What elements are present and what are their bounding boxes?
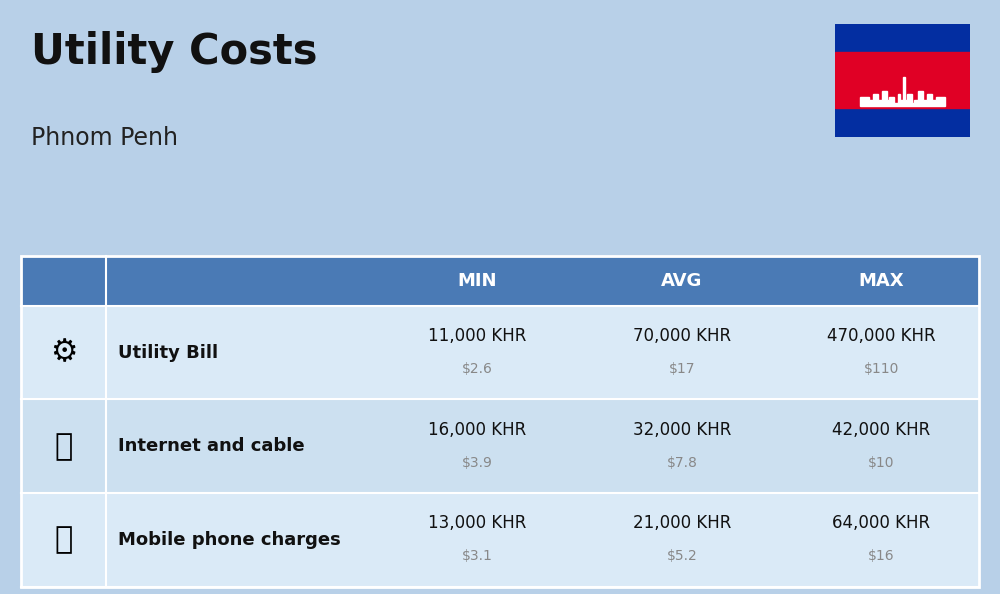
- Bar: [835, 52, 970, 108]
- FancyBboxPatch shape: [21, 400, 106, 493]
- Text: AVG: AVG: [661, 271, 703, 290]
- Text: 📶: 📶: [55, 432, 73, 461]
- Text: $3.9: $3.9: [462, 456, 493, 470]
- Text: Mobile phone charges: Mobile phone charges: [118, 531, 341, 549]
- Text: MIN: MIN: [458, 271, 497, 290]
- Bar: [835, 24, 970, 52]
- Text: $7.8: $7.8: [667, 456, 697, 470]
- Text: $17: $17: [669, 362, 695, 376]
- Text: $5.2: $5.2: [667, 549, 697, 564]
- Text: 📱: 📱: [55, 526, 73, 554]
- Text: $110: $110: [864, 362, 899, 376]
- FancyBboxPatch shape: [21, 306, 106, 400]
- Text: Utility Costs: Utility Costs: [31, 31, 318, 73]
- Text: ⚙: ⚙: [50, 338, 77, 367]
- Text: Phnom Penh: Phnom Penh: [31, 125, 178, 150]
- Text: 470,000 KHR: 470,000 KHR: [827, 327, 936, 345]
- FancyBboxPatch shape: [21, 493, 979, 587]
- Polygon shape: [860, 77, 945, 106]
- Text: $2.6: $2.6: [462, 362, 493, 376]
- Text: 13,000 KHR: 13,000 KHR: [428, 514, 527, 532]
- Text: 64,000 KHR: 64,000 KHR: [832, 514, 930, 532]
- Bar: [835, 108, 970, 137]
- Text: Internet and cable: Internet and cable: [118, 437, 305, 455]
- Text: 42,000 KHR: 42,000 KHR: [832, 421, 931, 439]
- FancyBboxPatch shape: [21, 255, 979, 306]
- FancyBboxPatch shape: [21, 400, 979, 493]
- Text: $3.1: $3.1: [462, 549, 493, 564]
- FancyBboxPatch shape: [21, 493, 106, 587]
- Text: $16: $16: [868, 549, 895, 564]
- Text: $10: $10: [868, 456, 895, 470]
- Text: 11,000 KHR: 11,000 KHR: [428, 327, 527, 345]
- Text: Utility Bill: Utility Bill: [118, 344, 218, 362]
- Text: 70,000 KHR: 70,000 KHR: [633, 327, 731, 345]
- FancyBboxPatch shape: [21, 306, 979, 400]
- Text: 16,000 KHR: 16,000 KHR: [428, 421, 527, 439]
- Text: MAX: MAX: [859, 271, 904, 290]
- Text: 21,000 KHR: 21,000 KHR: [633, 514, 731, 532]
- Text: 32,000 KHR: 32,000 KHR: [633, 421, 731, 439]
